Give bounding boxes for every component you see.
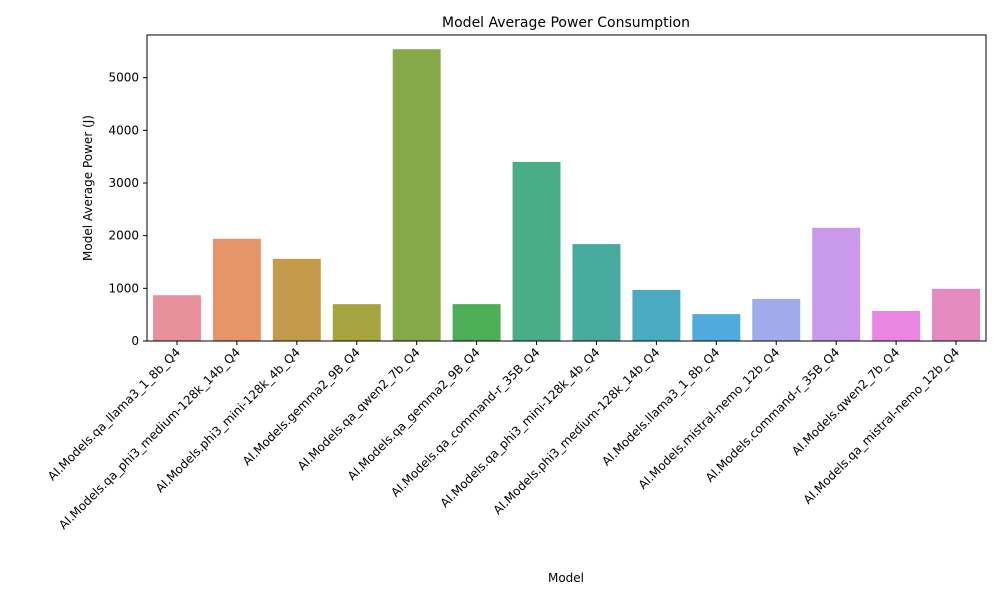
x-tick-label-13: AI.Models.qwen2_7b_Q4 bbox=[789, 345, 902, 458]
bars-layer bbox=[152, 49, 981, 342]
x-tick-label-10: AI.Models.llama3_1_8b_Q4 bbox=[599, 345, 722, 468]
bar-8 bbox=[572, 244, 621, 341]
bar-1 bbox=[152, 295, 201, 341]
plot-frame bbox=[146, 34, 987, 342]
bar-13 bbox=[872, 310, 921, 341]
y-tick-label-2: 2000 bbox=[108, 229, 139, 243]
bar-6 bbox=[452, 304, 501, 341]
x-tick-label-1: AI.Models.qa_llama3_1_8b_Q4 bbox=[45, 345, 183, 483]
x-tick-label-5: AI.Models.qa_qwen2_7b_Q4 bbox=[295, 345, 423, 473]
y-tick-label-0: 0 bbox=[131, 334, 139, 348]
bar-10 bbox=[692, 314, 741, 341]
x-axis: AI.Models.qa_llama3_1_8b_Q4 AI.Models.qa_… bbox=[45, 341, 962, 532]
y-tick-label-5: 5000 bbox=[108, 71, 139, 85]
chart-title: Model Average Power Consumption bbox=[442, 15, 690, 31]
y-axis-label: Model Average Power (J) bbox=[81, 115, 95, 261]
bar-7 bbox=[512, 161, 561, 341]
y-tick-label-1: 1000 bbox=[108, 281, 139, 295]
bar-3 bbox=[272, 258, 321, 341]
y-axis: 0 1000 2000 3000 4000 5000 bbox=[108, 71, 147, 348]
x-axis-label: Model bbox=[548, 571, 584, 585]
bar-11 bbox=[752, 298, 801, 341]
bar-14 bbox=[932, 288, 981, 341]
bar-4 bbox=[332, 304, 381, 341]
y-tick-label-3: 3000 bbox=[108, 176, 139, 190]
y-tick-label-4: 4000 bbox=[108, 123, 139, 137]
bar-9 bbox=[632, 289, 681, 341]
bar-5 bbox=[392, 49, 441, 342]
bar-12 bbox=[812, 227, 861, 341]
x-tick-label-6: AI.Models.qa_gemma2_9B_Q4 bbox=[345, 345, 483, 483]
bar-2 bbox=[212, 238, 261, 341]
x-tick-label-4: AI.Models.gemma2_9B_Q4 bbox=[240, 345, 363, 468]
